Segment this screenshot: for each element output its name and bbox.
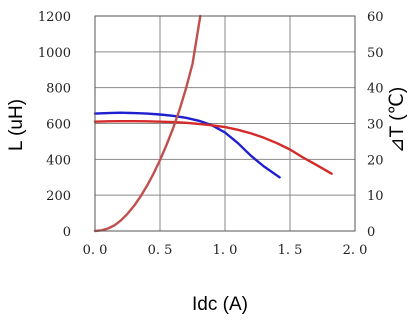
y2-tick-label: 60 (367, 10, 384, 25)
y-axis-title: L (uH) (6, 99, 27, 151)
y-tick-label: 0 (63, 225, 71, 240)
y-tick-labels: 0 200 400 600 800 1000 1200 (38, 10, 71, 240)
series-line-0 (93, 111, 281, 179)
y2-tick-label: 50 (367, 46, 384, 61)
plot-frame (94, 15, 356, 232)
y-tick-label: 400 (46, 153, 71, 168)
y2-tick-labels: 0 10 20 30 40 50 60 (367, 10, 384, 240)
x-tick-label: 0. 5 (148, 243, 173, 258)
x-tick-labels: 0. 0 0. 5 1. 0 1. 5 2. 0 (83, 243, 368, 258)
y2-tick-label: 30 (367, 118, 384, 133)
grid (94, 15, 356, 232)
y2-axis-title: ⊿T (℃) (387, 87, 408, 153)
x-tick-label: 0. 0 (83, 243, 108, 258)
x-tick-label: 2. 0 (343, 243, 368, 258)
x-tick-label: 1. 5 (278, 243, 303, 258)
series-lines (93, 14, 333, 233)
y2-tick-label: 10 (367, 189, 384, 204)
series-line-1 (93, 120, 333, 175)
y2-tick-label: 40 (367, 82, 384, 97)
x-tick-label: 1. 0 (213, 243, 238, 258)
series-line-2 (93, 14, 202, 233)
y-tick-label: 1200 (38, 10, 71, 25)
y-tick-label: 800 (46, 82, 71, 97)
y-tick-label: 200 (46, 189, 71, 204)
y-tick-label: 600 (46, 118, 71, 133)
x-axis-title: Idc (A) (192, 294, 248, 315)
y2-tick-label: 20 (367, 153, 384, 168)
y2-tick-label: 0 (367, 225, 375, 240)
y-tick-label: 1000 (38, 46, 71, 61)
